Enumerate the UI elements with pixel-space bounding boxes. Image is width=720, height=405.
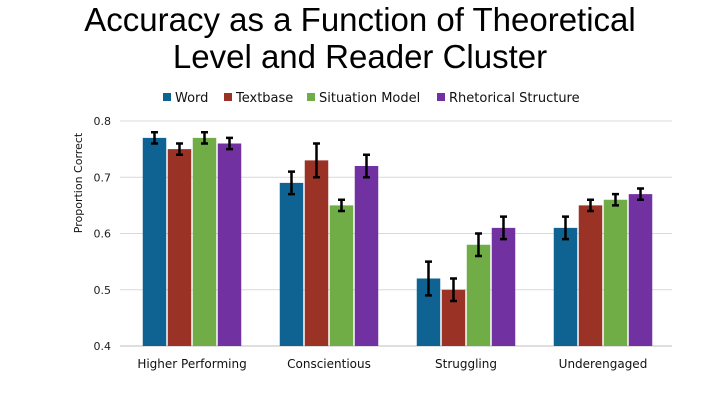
error-bar	[637, 187, 644, 201]
bar-situation-model	[466, 244, 491, 346]
bar-textbase	[441, 289, 466, 346]
bar-textbase	[167, 149, 192, 346]
error-bar	[313, 142, 320, 179]
y-tick-label: 0.7	[94, 171, 112, 184]
x-axis-categories: Higher Performing Conscientious Struggling…	[137, 357, 647, 371]
bar-rhetorical-structure	[628, 194, 653, 346]
bar-textbase	[578, 205, 603, 346]
error-bar	[288, 170, 295, 196]
chart-title-line-1: Accuracy as a Function of Theoretical	[84, 1, 636, 38]
bar-rhetorical-structure	[354, 166, 379, 346]
error-bar	[176, 142, 183, 156]
bars	[142, 137, 653, 346]
chart-title: Accuracy as a Function of Theoretical Le…	[0, 1, 720, 75]
error-bar	[363, 153, 370, 179]
error-bar	[475, 232, 482, 258]
y-axis-ticks: 0.4 0.5 0.6 0.7 0.8	[94, 115, 112, 353]
chart-title-line-2: Level and Reader Cluster	[172, 38, 548, 75]
legend-item: Textbase	[224, 91, 293, 106]
error-bar	[450, 277, 457, 303]
x-category-label: Underengaged	[559, 357, 648, 371]
y-tick-label: 0.6	[94, 228, 112, 241]
y-tick-label: 0.8	[94, 115, 112, 128]
legend: Word Textbase Situation Model Rhetorical St…	[163, 91, 580, 106]
y-tick-label: 0.4	[94, 340, 112, 353]
bar-word	[279, 182, 304, 346]
error-bar	[500, 215, 507, 241]
legend-label: Rhetorical Structure	[449, 91, 580, 106]
bar-word	[142, 137, 167, 346]
error-bar	[151, 131, 158, 145]
bar-rhetorical-structure	[217, 143, 242, 346]
y-tick-label: 0.5	[94, 284, 112, 297]
error-bar	[587, 198, 594, 213]
legend-label: Situation Model	[319, 91, 420, 106]
legend-item: Situation Model	[307, 91, 420, 106]
bar-word	[416, 278, 441, 346]
x-category-label: Conscientious	[287, 357, 371, 371]
x-category-label: Higher Performing	[137, 357, 246, 371]
bar-situation-model	[329, 205, 354, 346]
error-bar	[226, 136, 233, 151]
legend-swatch	[307, 93, 315, 101]
bar-situation-model	[192, 137, 217, 346]
bar-rhetorical-structure	[491, 227, 516, 346]
error-bar	[425, 260, 432, 297]
legend-label: Word	[175, 91, 208, 106]
legend-swatch	[437, 93, 445, 101]
legend-label: Textbase	[235, 91, 293, 106]
bar-textbase	[304, 160, 329, 346]
legend-swatch	[163, 93, 171, 101]
error-bar	[338, 198, 345, 213]
legend-item: Word	[163, 91, 208, 106]
bar-word	[553, 227, 578, 346]
bar-situation-model	[603, 199, 628, 346]
error-bar	[612, 192, 619, 207]
error-bars	[151, 131, 644, 303]
x-category-label: Struggling	[435, 357, 497, 371]
legend-swatch	[224, 93, 232, 101]
legend-item: Rhetorical Structure	[437, 91, 580, 106]
error-bar	[201, 131, 208, 145]
error-bar	[562, 215, 569, 241]
y-axis-label: Proportion Correct	[72, 132, 85, 233]
